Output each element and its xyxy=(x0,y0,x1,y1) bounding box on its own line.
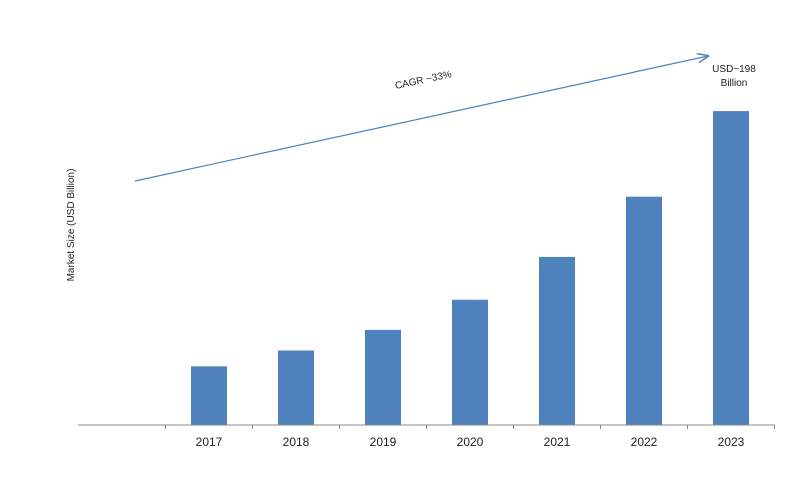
x-tick-label-2021: 2021 xyxy=(544,435,571,449)
bar-2020 xyxy=(452,299,488,425)
x-tick-label-2020: 2020 xyxy=(457,435,484,449)
bar-2022 xyxy=(626,196,662,425)
end-value-annotation-line2: Billion xyxy=(721,78,748,89)
bar-2018 xyxy=(278,350,314,425)
y-axis-label: Market Size (USD Billion) xyxy=(66,169,77,282)
bar-2021 xyxy=(539,256,575,425)
x-tick-label-2022: 2022 xyxy=(631,435,658,449)
bar-2023 xyxy=(713,111,749,425)
bar-2019 xyxy=(365,329,401,425)
x-tick-label-2017: 2017 xyxy=(196,435,223,449)
bar-2017 xyxy=(191,366,227,425)
bars-group xyxy=(191,111,749,425)
x-ticks-group: 2017 2018 2019 2020 2021 2022 2023 xyxy=(165,425,775,449)
end-value-annotation-line1: USD~198 xyxy=(712,64,756,75)
x-tick-label-2018: 2018 xyxy=(283,435,310,449)
x-tick-label-2019: 2019 xyxy=(370,435,397,449)
cagr-annotation: CAGR ~33% xyxy=(394,69,453,92)
cagr-trend-arrow xyxy=(134,56,708,182)
x-tick-label-2023: 2023 xyxy=(718,435,745,449)
